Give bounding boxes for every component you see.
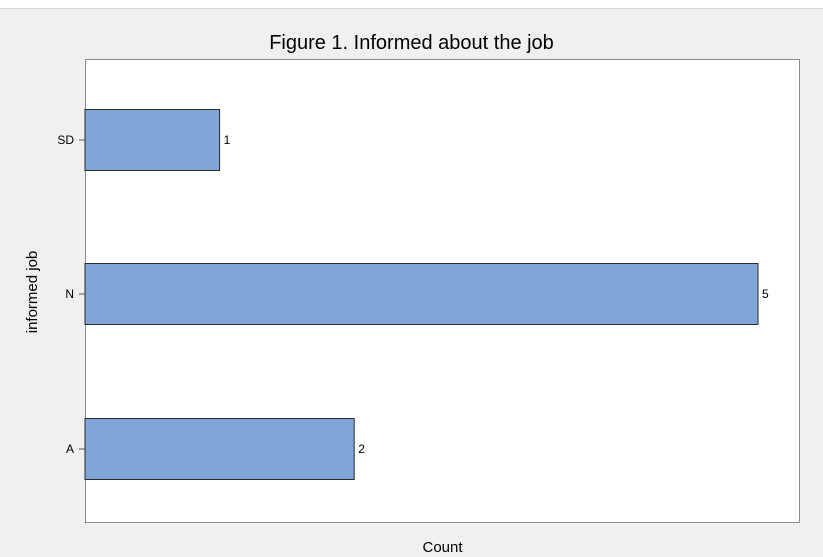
x-axis-label: Count xyxy=(422,539,463,556)
y-tick-label-a: A xyxy=(66,442,74,456)
bar-n xyxy=(84,263,759,325)
data-label-a: 2 xyxy=(358,442,365,456)
chart-title: Figure 1. Informed about the job xyxy=(269,32,554,54)
data-label-n: 5 xyxy=(762,287,769,301)
y-tick-label-n: N xyxy=(65,287,74,301)
bar-sd xyxy=(84,109,221,171)
data-label-sd: 1 xyxy=(224,133,231,147)
y-tick-label-sd: SD xyxy=(57,133,74,147)
bar-a xyxy=(84,418,355,480)
y-axis-label: informed job xyxy=(24,251,41,334)
